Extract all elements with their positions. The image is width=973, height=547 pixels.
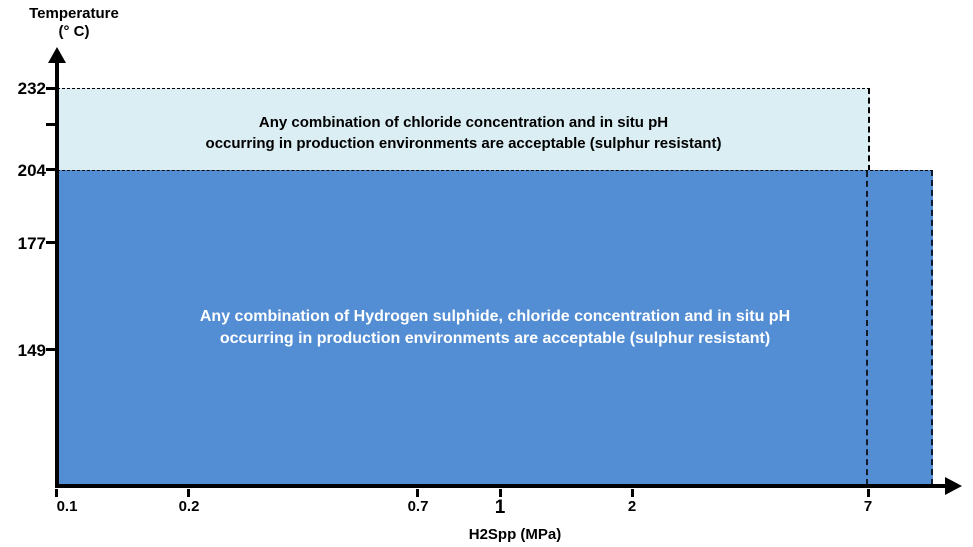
region-upper-annotation: Any combination of chloride concentratio…: [57, 112, 870, 154]
y-tick-label-204: 204: [17, 161, 46, 180]
x-tick-0-1: [55, 489, 58, 497]
y-tick-label-149: 149: [17, 341, 46, 360]
region-lower-sulphur-resistant: [57, 170, 933, 485]
x-axis-title: H2Spp (MPa): [468, 526, 562, 543]
x-tick-label-7: 7: [863, 498, 873, 515]
x-axis-arrow-icon: [945, 477, 962, 495]
y-tick-minor: [46, 123, 58, 126]
y-tick-label-232: 232: [17, 79, 46, 98]
y-tick-204: [46, 168, 58, 171]
x-tick-2: [631, 489, 634, 497]
x-tick-label-1: 1: [494, 497, 506, 518]
y-tick-177: [46, 241, 58, 244]
y-tick-232: [46, 87, 58, 90]
region-upper-sulphur-resistant: [57, 88, 870, 171]
y-axis-title-line1: Temperature: [29, 5, 119, 22]
dashed-guide-x7: [866, 171, 868, 485]
region-lower-annotation-line2: occurring in production environments are…: [219, 330, 771, 347]
y-axis-title: Temperature (° C): [22, 5, 126, 41]
x-tick-label-0-1: 0.1: [56, 498, 78, 515]
x-tick-1: [499, 489, 502, 497]
x-axis: [55, 484, 947, 488]
y-tick-label-177: 177: [17, 234, 46, 253]
x-tick-0-7: [416, 489, 419, 497]
y-tick-149: [46, 348, 58, 351]
x-tick-label-0-7: 0.7: [407, 498, 429, 515]
region-lower-annotation: Any combination of Hydrogen sulphide, ch…: [57, 306, 933, 350]
x-tick-label-0-2: 0.2: [178, 498, 200, 515]
y-axis-title-line2: (° C): [58, 23, 90, 40]
x-tick-0-2: [187, 489, 190, 497]
region-upper-annotation-line2: occurring in production environments are…: [205, 135, 722, 152]
region-lower-annotation-line1: Any combination of Hydrogen sulphide, ch…: [199, 308, 791, 325]
x-tick-label-2: 2: [627, 498, 637, 515]
region-upper-annotation-line1: Any combination of chloride concentratio…: [258, 114, 669, 131]
y-axis: [55, 60, 59, 487]
x-tick-7: [867, 489, 870, 497]
y-axis-arrow-icon: [48, 47, 66, 63]
